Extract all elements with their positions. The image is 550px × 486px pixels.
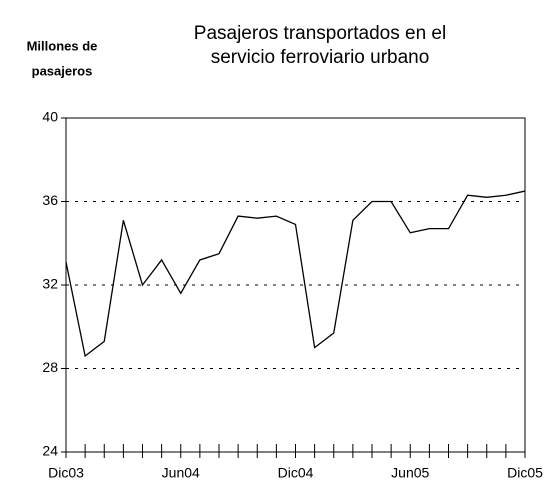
y-tick-label: 36 — [42, 192, 58, 208]
y-tick-label: 32 — [42, 276, 58, 292]
x-tick-label: Dic05 — [507, 465, 543, 481]
y-axis-label: Millones de — [27, 38, 98, 53]
chart-title: servicio ferroviario urbano — [211, 47, 430, 68]
y-tick-label: 28 — [42, 359, 58, 375]
x-tick-label: Jun05 — [391, 465, 429, 481]
plot-frame — [65, 117, 526, 453]
x-tick-label: Jun04 — [162, 465, 200, 481]
x-tick-label: Dic04 — [278, 465, 314, 481]
x-tick-label: Dic03 — [48, 465, 84, 481]
chart-title: Pasajeros transportados en el — [194, 23, 446, 44]
y-axis-label: pasajeros — [32, 63, 93, 78]
y-tick-label: 40 — [42, 109, 58, 125]
y-tick-label: 24 — [42, 443, 58, 459]
data-line — [65, 190, 526, 358]
